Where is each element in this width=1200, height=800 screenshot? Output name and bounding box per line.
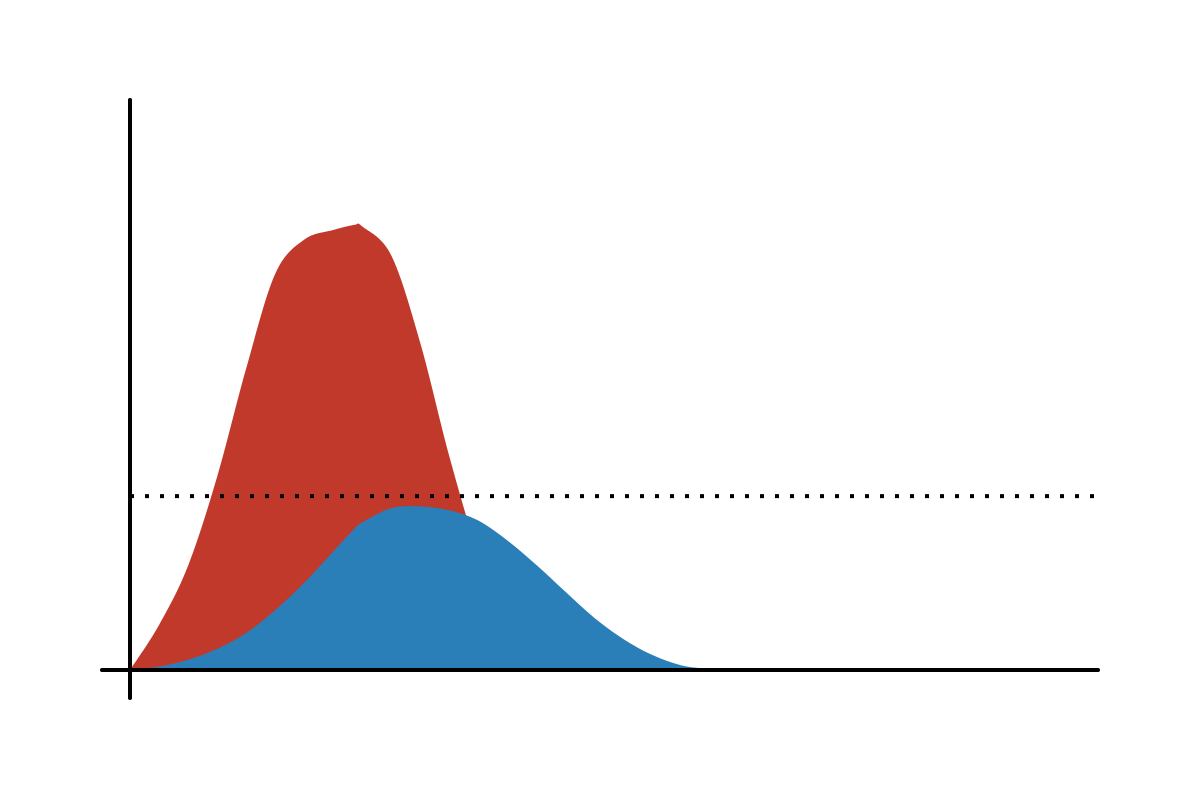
plot-area: [100, 98, 1100, 700]
series-area-1: [130, 223, 1098, 670]
series-area-2: [130, 506, 1098, 670]
